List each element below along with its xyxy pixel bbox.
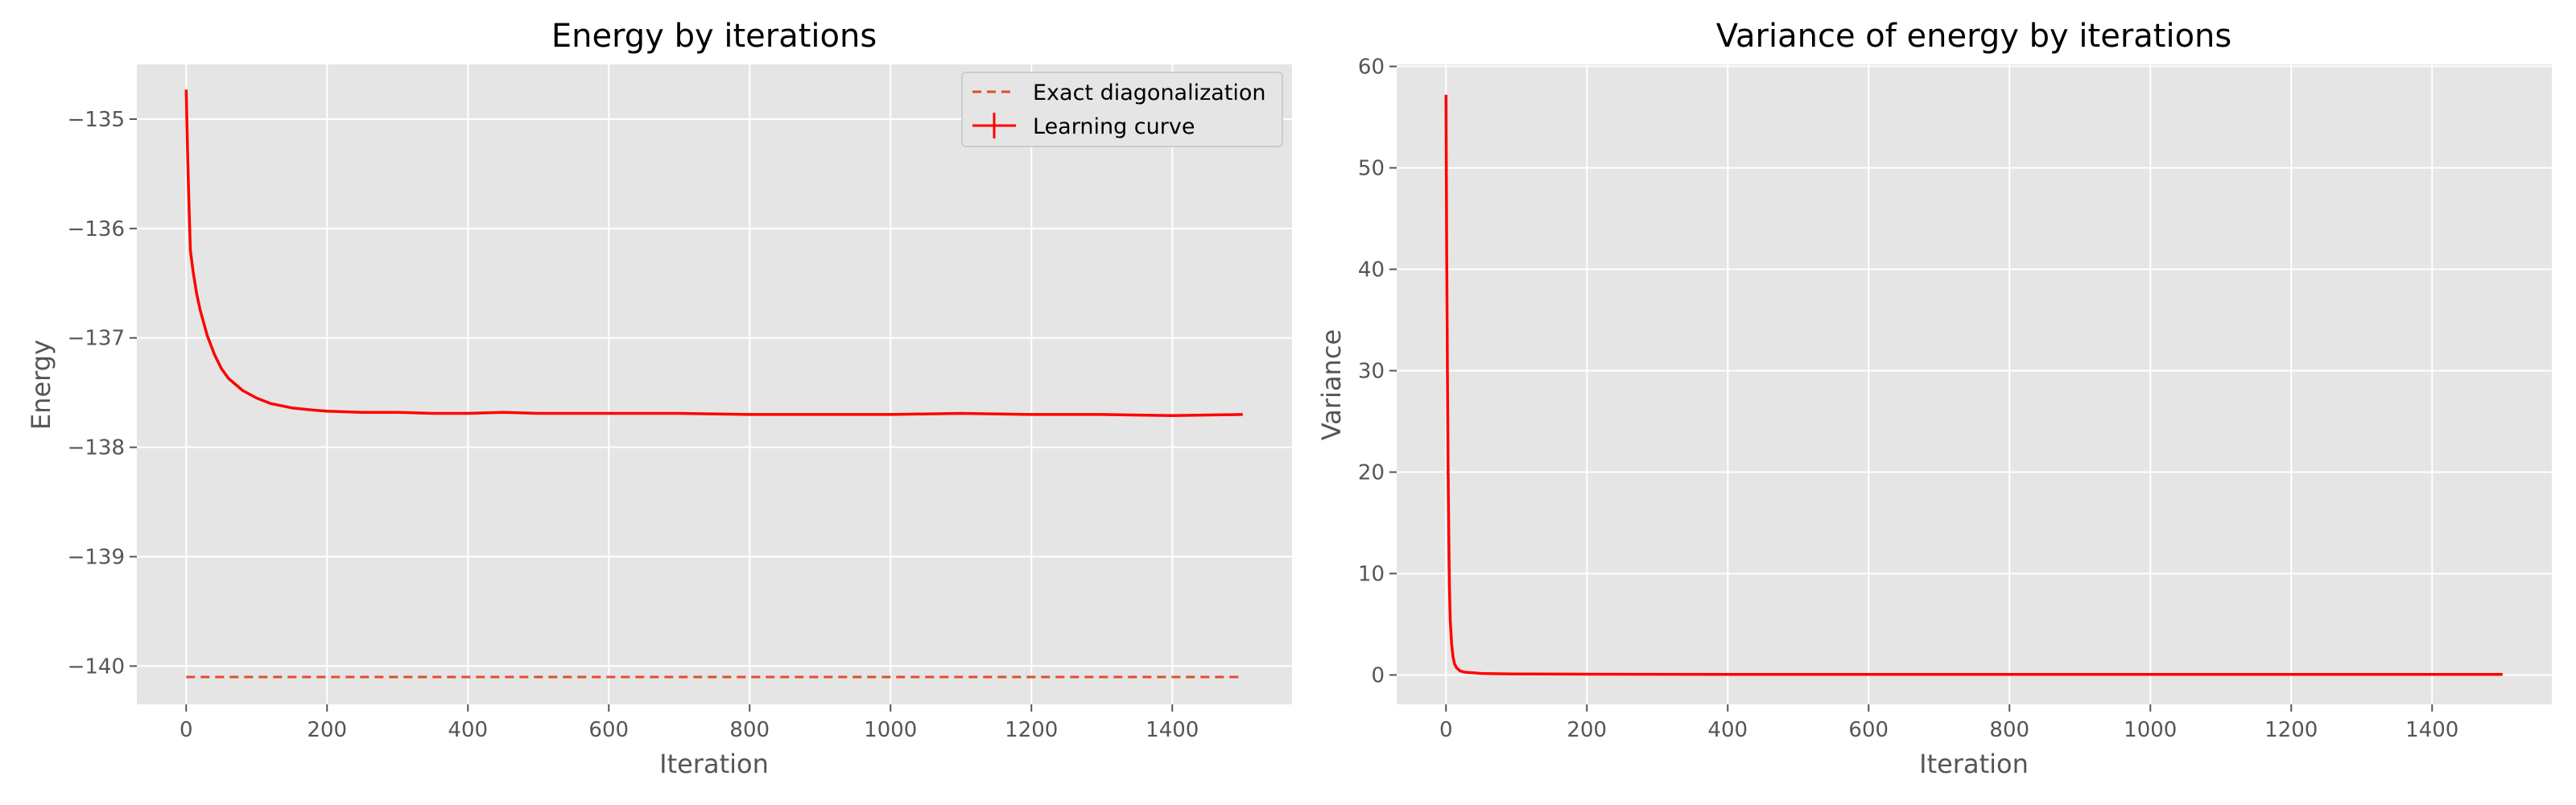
- variance-chart: 0 200 400 600 800 1000 1200 1400 0102030405060 …: [1316, 18, 2552, 779]
- y-tick-label: −136: [68, 217, 125, 242]
- y-tick-label: 20: [1358, 460, 1385, 485]
- energy-grid: [137, 64, 1292, 704]
- y-tick-label: 0: [1371, 663, 1385, 687]
- y-tick-label: 50: [1358, 157, 1385, 181]
- x-tick-label: 1200: [2264, 718, 2318, 742]
- variance-y-ticks: 0 10 20 30 40 50 60: [1358, 56, 1397, 687]
- y-tick-label: 60: [1358, 56, 1385, 80]
- learning-curve-line: [184, 89, 1243, 417]
- variance-x-axis-label: Iteration: [1919, 749, 2029, 779]
- energy-legend: Exact diagonalization Learning curve: [961, 72, 1283, 147]
- x-tick-label: 800: [729, 718, 770, 742]
- x-tick-label: 1000: [864, 718, 917, 742]
- x-tick-label: 1200: [1005, 718, 1058, 742]
- variance-chart-title: Variance of energy by iterations: [1716, 18, 2231, 55]
- y-tick-label: −137: [68, 327, 125, 351]
- energy-x-axis-label: Iteration: [659, 749, 769, 779]
- x-tick-label: 600: [1848, 718, 1889, 742]
- variance-x-ticks: 0 200 400 600 800 1000 1200 1400: [1439, 704, 2458, 742]
- x-tick-label: 200: [1567, 718, 1607, 742]
- x-tick-label: 1000: [2124, 718, 2177, 742]
- energy-plot-area: [137, 64, 1292, 704]
- y-tick-label: 30: [1358, 359, 1385, 383]
- energy-y-ticks: −140 −139 −138 −137 −136 −135: [68, 108, 137, 679]
- y-tick-label: 10: [1358, 562, 1385, 586]
- variance-line: [1444, 94, 2503, 676]
- energy-chart-title: Energy by iterations: [551, 18, 877, 55]
- x-tick-label: 200: [307, 718, 347, 742]
- variance-series-layer: [1444, 94, 2503, 676]
- variance-plot-area: [1397, 64, 2552, 704]
- x-tick-label: 1400: [2405, 718, 2458, 742]
- y-tick-label: −139: [68, 546, 125, 570]
- y-tick-label: −138: [68, 436, 125, 460]
- energy-y-axis-label: Energy: [26, 340, 56, 430]
- x-tick-label: 800: [1989, 718, 2029, 742]
- y-tick-label: −140: [68, 654, 125, 679]
- legend-exact-diagonalization-label: Exact diagonalization: [1033, 80, 1266, 105]
- energy-series-layer: [184, 89, 1243, 679]
- energy-legend-frame: [961, 72, 1283, 147]
- x-tick-label: 0: [180, 718, 193, 742]
- x-tick-label: 400: [448, 718, 488, 742]
- energy-x-ticks: 0 200 400 600 800 1000 1200 1400: [180, 704, 1199, 742]
- variance-y-axis-label: Variance: [1316, 329, 1347, 440]
- energy-chart: 0 200 400 600 800 1000 1200 1400 −140−139−138−1…: [26, 18, 1292, 779]
- x-tick-label: 0: [1439, 718, 1453, 742]
- y-tick-label: 40: [1358, 258, 1385, 283]
- x-tick-label: 600: [588, 718, 629, 742]
- x-tick-label: 400: [1707, 718, 1748, 742]
- y-tick-label: −135: [68, 108, 125, 132]
- x-tick-label: 1400: [1146, 718, 1199, 742]
- legend-learning-curve-label: Learning curve: [1033, 114, 1195, 139]
